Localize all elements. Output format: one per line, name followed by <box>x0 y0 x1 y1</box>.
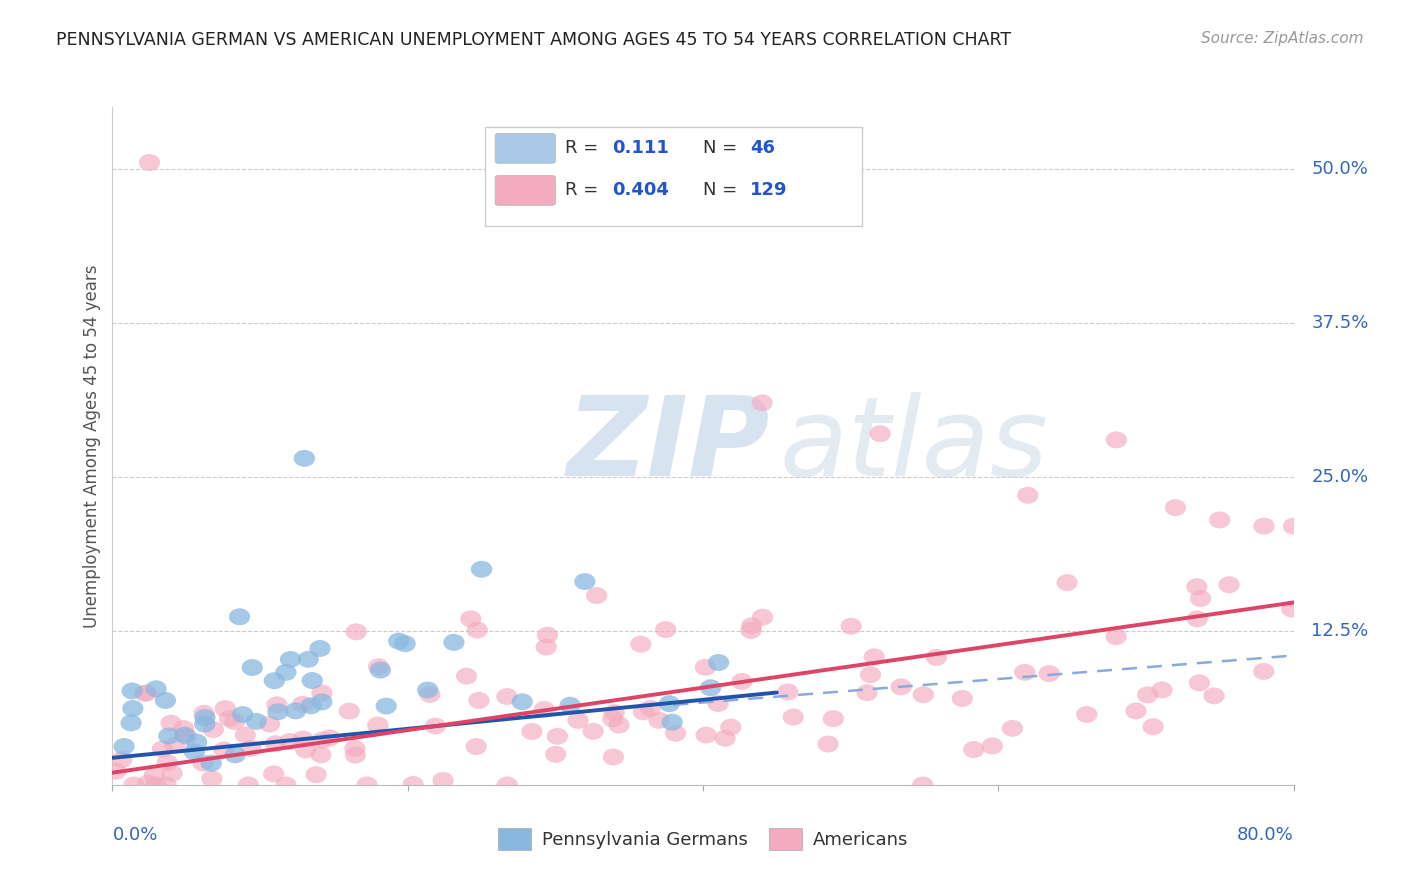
Text: 0.111: 0.111 <box>612 139 669 157</box>
Text: 129: 129 <box>751 181 787 200</box>
Text: PENNSYLVANIA GERMAN VS AMERICAN UNEMPLOYMENT AMONG AGES 45 TO 54 YEARS CORRELATI: PENNSYLVANIA GERMAN VS AMERICAN UNEMPLOY… <box>56 31 1011 49</box>
Text: 50.0%: 50.0% <box>1312 160 1368 178</box>
Text: N =: N = <box>703 181 742 200</box>
Text: N =: N = <box>703 139 742 157</box>
Text: R =: R = <box>565 139 603 157</box>
FancyBboxPatch shape <box>495 134 555 163</box>
Text: 0.404: 0.404 <box>612 181 669 200</box>
Text: 25.0%: 25.0% <box>1312 467 1368 486</box>
FancyBboxPatch shape <box>495 176 555 205</box>
Text: 0.0%: 0.0% <box>112 826 157 844</box>
Text: atlas: atlas <box>780 392 1049 500</box>
Text: 46: 46 <box>751 139 775 157</box>
Text: R =: R = <box>565 181 603 200</box>
FancyBboxPatch shape <box>485 128 862 226</box>
Legend: Pennsylvania Germans, Americans: Pennsylvania Germans, Americans <box>491 821 915 857</box>
Y-axis label: Unemployment Among Ages 45 to 54 years: Unemployment Among Ages 45 to 54 years <box>83 264 101 628</box>
Text: ZIP: ZIP <box>567 392 770 500</box>
Text: Source: ZipAtlas.com: Source: ZipAtlas.com <box>1201 31 1364 46</box>
Text: 12.5%: 12.5% <box>1312 622 1368 640</box>
Text: 37.5%: 37.5% <box>1312 314 1368 332</box>
Text: 80.0%: 80.0% <box>1237 826 1294 844</box>
